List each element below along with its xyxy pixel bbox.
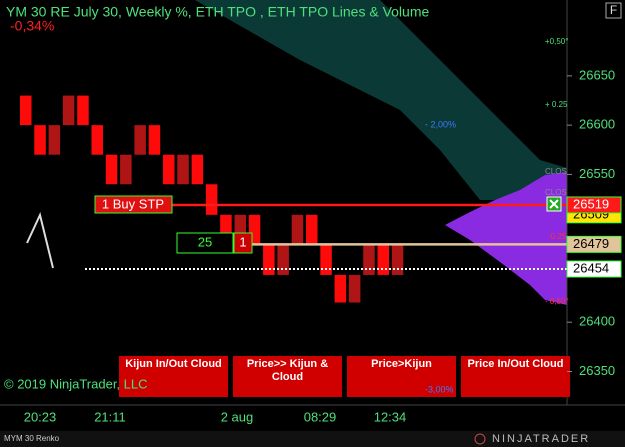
quantity-box[interactable] (176, 232, 234, 254)
f-label: F (610, 3, 617, 17)
brick (205, 184, 218, 215)
f-button[interactable] (605, 2, 622, 19)
brick (377, 245, 389, 275)
change: -0,34% (10, 18, 54, 34)
logo: NINJATRADER (492, 433, 590, 445)
quantity: 25 (198, 234, 212, 249)
price-tag-label: 26519 (573, 196, 609, 211)
brick (320, 245, 332, 275)
brick (291, 214, 304, 246)
drawing (26, 211, 54, 269)
annotation: -0.25 (548, 232, 567, 241)
brick (134, 125, 146, 155)
brick (306, 214, 318, 246)
brick (363, 245, 375, 275)
title: YM 30 RE July 30, Weekly %, ETH TPO , ET… (6, 4, 429, 20)
cloud (195, 0, 567, 200)
order-label: 1 Buy STP (102, 196, 164, 211)
brick (77, 95, 89, 126)
x-tick-label: 08:29 (304, 409, 337, 424)
button-label: Price>> Kijun & Cloud (247, 358, 328, 383)
annotation: - 2,00% (425, 119, 456, 129)
brick (163, 154, 175, 185)
button-note: -3,00% (425, 384, 454, 394)
button-label: Price In/Out Cloud (468, 358, 564, 370)
price-tag (566, 235, 622, 253)
brick (120, 154, 132, 185)
count: 1 (239, 234, 246, 249)
copyright: © 2019 NinjaTrader, LLC (4, 376, 148, 391)
x-tick-label: 20:23 (24, 409, 57, 424)
brick (334, 274, 347, 303)
brick (34, 125, 46, 155)
brick (62, 95, 75, 126)
instrument: MYM 30 Renko (4, 434, 60, 443)
y-tick-label: 26350 (579, 363, 615, 378)
y-tick-label: 26550 (579, 166, 615, 181)
close-icon (549, 199, 559, 209)
x-tick-label: 12:34 (374, 409, 407, 424)
x-tick-label: 2 aug (221, 409, 254, 424)
annotation: - 0,50° (545, 297, 569, 306)
brick (191, 154, 204, 185)
button-label: Kijun In/Out Cloud (125, 358, 222, 370)
x-tick-label: 21:11 (94, 409, 126, 424)
annotation: +0,50° (545, 37, 568, 46)
brick (248, 214, 261, 246)
brick (263, 245, 275, 275)
brick (105, 154, 118, 185)
y-tick-label: 26400 (579, 314, 615, 329)
button[interactable] (233, 356, 342, 397)
brick (391, 245, 404, 275)
price-tag-label: 26454 (573, 260, 609, 275)
button[interactable] (347, 356, 456, 397)
status-bar (0, 431, 625, 447)
brick (48, 125, 61, 155)
brick (20, 95, 32, 126)
brick (177, 154, 189, 185)
price-tag (566, 196, 622, 214)
brick (91, 125, 103, 155)
brick (148, 125, 161, 155)
order-label-box[interactable] (94, 195, 173, 214)
price-tag-label: 26479 (573, 236, 609, 251)
buttons: Kijun In/Out Cloud Price>> Kijun & Cloud Pr… (119, 356, 570, 397)
price-tag (566, 260, 622, 278)
brick (234, 214, 246, 246)
brick (220, 214, 232, 246)
y-tick-label: 26600 (579, 117, 615, 132)
button[interactable] (119, 356, 228, 397)
annotation: CLOS (545, 167, 567, 176)
y-tick-label: 26650 (579, 67, 615, 82)
count-box[interactable] (233, 232, 253, 254)
annotation: + 0.25 (545, 100, 568, 109)
button[interactable] (461, 356, 570, 397)
bricks (20, 95, 404, 303)
logo-icon (474, 433, 486, 445)
button-label: Price>Kijun (371, 358, 432, 370)
brick (277, 245, 289, 275)
annotation: CLOS (545, 188, 567, 197)
brick (348, 274, 361, 303)
